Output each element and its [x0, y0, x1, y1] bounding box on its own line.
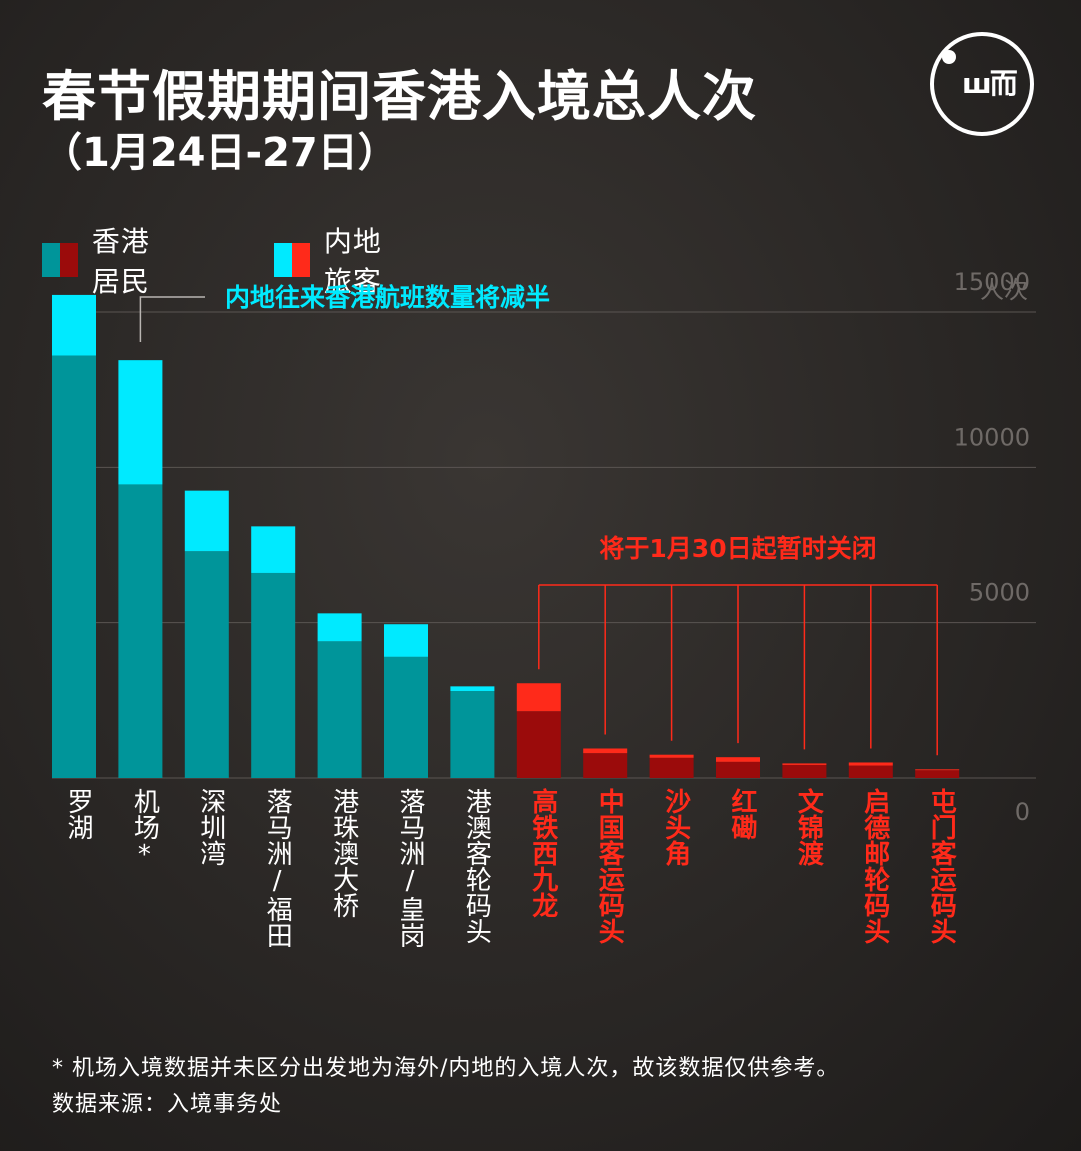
- category-label: 深圳湾: [195, 788, 226, 866]
- category-label: 沙头角: [660, 788, 691, 866]
- category-label: 落马洲/福田: [262, 788, 293, 948]
- legend-swatch-resident-open: [42, 243, 60, 277]
- category-label: 红磡: [727, 788, 757, 840]
- bar-visitor: [251, 526, 296, 573]
- bar-resident: [384, 656, 428, 778]
- bar-visitor: [782, 763, 827, 765]
- y-tick-label: 0: [1015, 798, 1030, 826]
- bar-visitor: [583, 748, 628, 754]
- y-tick-label: 5000: [969, 579, 1030, 607]
- footnote-airport: * 机场入境数据并未区分出发地为海外/内地的入境人次，故该数据仅供参考。: [52, 1056, 840, 1081]
- annotation-leader-airport: [139, 296, 205, 342]
- chart-title: 春节假期期间香港入境总人次: [42, 65, 757, 128]
- category-label: 高铁西九龙: [527, 788, 558, 918]
- category-label: 文锦渡: [793, 788, 824, 866]
- bar-visitor: [516, 683, 561, 712]
- bar-resident: [118, 484, 163, 778]
- bar-resident: [649, 757, 694, 778]
- annotation-closing: 将于1月30日起暂时关闭: [599, 534, 876, 563]
- category-label: 屯门客运码头: [926, 788, 957, 944]
- legend-label-visitors: 内地旅客: [323, 225, 382, 298]
- bar-visitor: [317, 613, 362, 642]
- legend-item-visitors: 内地旅客: [274, 220, 385, 300]
- legend-label-residents: 香港居民: [91, 225, 150, 298]
- annotation-airport: 内地往来香港航班数量将减半: [225, 283, 550, 312]
- bar-visitor: [184, 490, 229, 552]
- y-tick-label: 10000: [954, 423, 1030, 451]
- bar-resident: [915, 770, 960, 778]
- y-axis-label: 人次: [980, 276, 1028, 304]
- bar-resident: [583, 753, 628, 778]
- bar-resident: [716, 761, 760, 778]
- bar-resident: [516, 711, 561, 778]
- bar-visitor: [450, 686, 495, 692]
- bar-visitor: [384, 624, 428, 657]
- category-label: 落马洲/皇岗: [395, 788, 425, 948]
- category-label: 中国客运码头: [594, 788, 625, 944]
- bar-resident: [450, 691, 495, 778]
- category-label: 港澳客轮码头: [461, 788, 492, 944]
- brand-logo-icon: ш而: [930, 32, 1034, 136]
- y-tick-label: 15000: [954, 268, 1030, 296]
- logo-mark: ш而: [962, 67, 1018, 100]
- bar-visitor: [716, 757, 760, 762]
- bar-visitor: [52, 294, 96, 356]
- legend-swatch-visitor-closing: [291, 243, 310, 277]
- bar-visitor: [649, 754, 694, 758]
- legend-swatch-visitor-open: [274, 243, 292, 277]
- logo-dot: [942, 50, 956, 64]
- bar-resident: [317, 641, 362, 778]
- bar-resident: [251, 572, 296, 778]
- bar-visitor: [915, 769, 960, 771]
- chart-subtitle: （1月24日-27日）: [42, 130, 398, 176]
- legend-swatch-resident-closing: [59, 243, 78, 277]
- bar-resident: [782, 764, 827, 778]
- bar-visitor: [118, 360, 163, 485]
- bar-visitor: [848, 762, 893, 766]
- data-source: 数据来源：入境事务处: [52, 1092, 283, 1117]
- legend-item-residents: 香港居民: [42, 220, 153, 300]
- category-label: 启德邮轮码头: [859, 788, 890, 944]
- bar-resident: [52, 355, 96, 778]
- bar-resident: [848, 765, 893, 778]
- category-label: 罗湖: [63, 788, 93, 840]
- category-label: 机场*: [129, 788, 160, 870]
- bar-resident: [184, 551, 229, 778]
- category-label: 港珠澳大桥: [328, 788, 359, 918]
